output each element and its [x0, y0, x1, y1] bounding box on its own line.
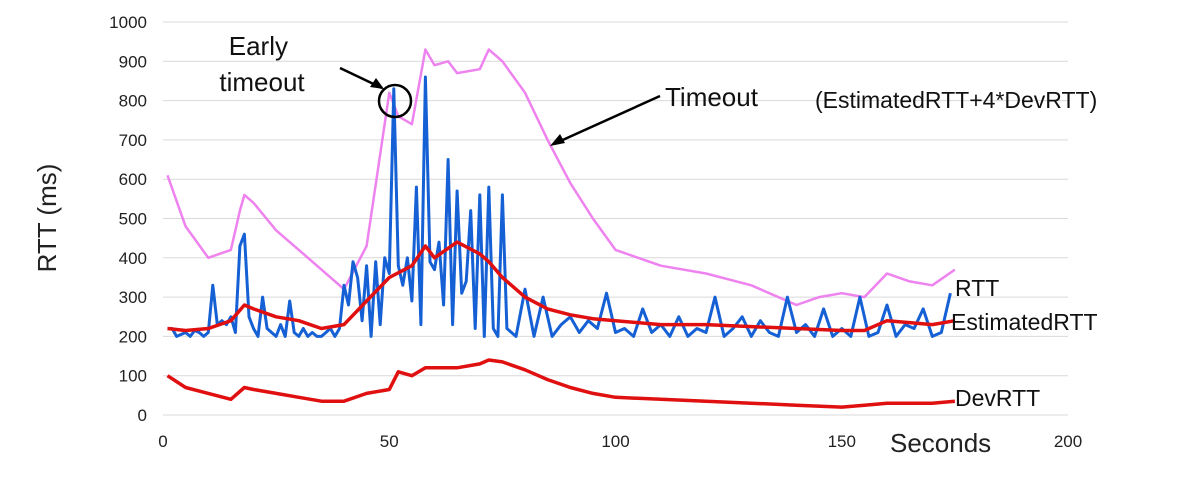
y-tick-label: 900 — [119, 52, 147, 71]
early-timeout-annotation: Early timeout — [219, 31, 305, 97]
x-tick-labels: 0 50 100 150 200 — [158, 432, 1082, 451]
y-tick-label: 0 — [138, 406, 147, 425]
timeout-arrowhead — [550, 134, 565, 146]
x-tick-label: 150 — [828, 432, 856, 451]
early-timeout-line-2: timeout — [219, 67, 305, 97]
y-tick-label: 300 — [119, 288, 147, 307]
y-axis-title: RTT (ms) — [32, 164, 62, 273]
y-tick-labels: 0 100 200 300 400 500 600 700 800 900 1000 — [109, 13, 147, 425]
y-tick-label: 200 — [119, 327, 147, 346]
x-tick-label: 0 — [158, 432, 167, 451]
timeout-arrow — [555, 94, 661, 145]
x-tick-label: 100 — [601, 432, 629, 451]
gridlines — [163, 21, 1068, 416]
y-tick-label: 500 — [119, 210, 147, 229]
early-timeout-line-1: Early — [229, 31, 288, 61]
devrtt-series-label: DevRTT — [955, 385, 1040, 411]
x-tick-label: 50 — [380, 432, 399, 451]
estimatedrtt-series-label: EstimatedRTT — [951, 309, 1098, 335]
series-lines — [166, 48, 956, 409]
y-tick-label: 800 — [119, 92, 147, 111]
y-tick-label: 400 — [119, 249, 147, 268]
series-line-timeout — [166, 48, 956, 307]
early-timeout-circle — [377, 83, 413, 119]
y-tick-label: 700 — [119, 131, 147, 150]
early-timeout-arrowhead — [370, 78, 384, 89]
x-tick-label: 200 — [1054, 432, 1082, 451]
y-tick-label: 600 — [119, 170, 147, 189]
timeout-formula-annotation: (EstimatedRTT+4*DevRTT) — [815, 87, 1097, 113]
timeout-annotation: Timeout — [665, 82, 759, 112]
y-tick-label: 100 — [119, 367, 147, 386]
y-tick-label: 1000 — [109, 13, 147, 32]
series-line-devrtt — [166, 358, 956, 409]
x-axis-title: Seconds — [890, 428, 991, 458]
series-line-estimatedrtt — [167, 240, 956, 333]
rtt-series-label: RTT — [955, 275, 999, 301]
